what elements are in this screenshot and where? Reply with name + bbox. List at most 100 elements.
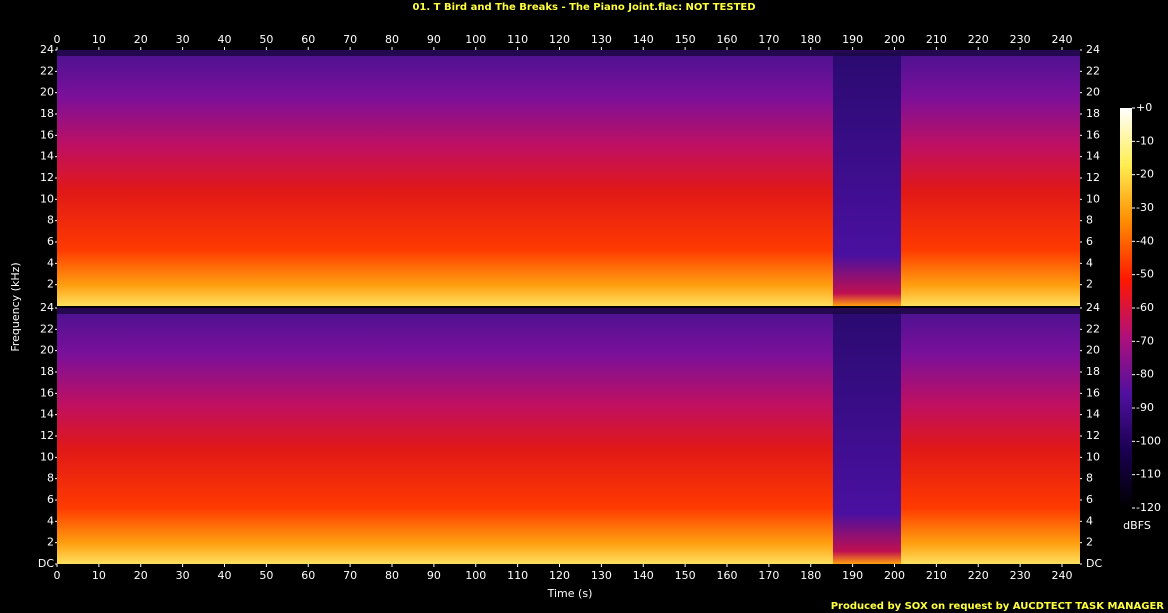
x-tick-label-top: 160 [716,33,737,46]
x-tick-label-top: 50 [259,33,273,46]
colorbar-tick-label: -20 [1136,168,1154,181]
x-tick-label: 110 [507,569,528,582]
y-tick-label: 20 [40,86,54,99]
colorbar-tick-label: -80 [1136,368,1154,381]
y-tick-label: 6 [47,493,54,506]
colorbar-tick-label: -100 [1136,434,1161,447]
y-tick-label: 20 [40,344,54,357]
y-tick-label-right: 20 [1086,344,1100,357]
chart-title: 01. T Bird and The Breaks - The Piano Jo… [412,2,755,13]
x-tick-label-top: 210 [926,33,947,46]
x-tick-label: 80 [385,569,399,582]
y-tick-label-right: 4 [1086,256,1093,269]
x-tick-label: 130 [591,569,612,582]
x-tick-label: 220 [968,569,989,582]
y-tick-label: 8 [47,214,54,227]
x-tick-label: 100 [465,569,486,582]
y-tick-label-right: 16 [1086,386,1100,399]
y-tick-label-right: 6 [1086,235,1093,248]
x-tick-label-top: 0 [54,33,61,46]
x-tick-label-top: 170 [758,33,779,46]
x-tick-label-top: 20 [134,33,148,46]
x-tick-label-top: 240 [1051,33,1072,46]
x-tick-label: 0 [54,569,61,582]
y-tick-label: 22 [40,322,54,335]
x-tick-label-top: 130 [591,33,612,46]
x-axis-label: Time (s) [547,587,593,600]
y-tick-label: 4 [47,256,54,269]
colorbar-tick-label: -50 [1136,268,1154,281]
y-tick-label: 6 [47,235,54,248]
x-tick-label-top: 110 [507,33,528,46]
y-tick-label: 24 [40,301,54,314]
colorbar-tick-label: -70 [1136,334,1154,347]
x-tick-label: 30 [176,569,190,582]
y-tick-label-right: 24 [1086,43,1100,56]
y-tick-label: 14 [40,408,54,421]
y-tick-label-right: 22 [1086,322,1100,335]
x-tick-label-top: 120 [549,33,570,46]
panel-top-band [57,308,1080,314]
y-tick-label-right: DC [1086,557,1102,570]
x-tick-label: 50 [259,569,273,582]
x-tick-label: 160 [716,569,737,582]
y-tick-label: 12 [40,171,54,184]
x-tick-label: 210 [926,569,947,582]
x-tick-label: 40 [217,569,231,582]
x-tick-label-top: 180 [800,33,821,46]
x-tick-label-top: 100 [465,33,486,46]
y-tick-label: 4 [47,514,54,527]
y-tick-label: 10 [40,192,54,205]
x-tick-label-top: 40 [217,33,231,46]
y-tick-label-right: 18 [1086,107,1100,120]
y-tick-label-right: 16 [1086,128,1100,141]
quiet-section [833,53,901,306]
spectrogram-panel [57,308,1080,564]
x-tick-label: 200 [884,569,905,582]
x-tick-label-top: 220 [968,33,989,46]
y-tick-label-right: 8 [1086,472,1093,485]
y-tick-label-right: 18 [1086,365,1100,378]
y-tick-label-right: 4 [1086,514,1093,527]
y-tick-label-right: 14 [1086,150,1100,163]
colorbar-tick-label: -30 [1136,201,1154,214]
y-tick-label: 22 [40,64,54,77]
y-axis-label: Frequency (kHz) [9,262,22,351]
y-tick-label-right: 22 [1086,64,1100,77]
y-tick-label-right: 14 [1086,408,1100,421]
y-tick-label: 12 [40,429,54,442]
x-tick-label-top: 140 [633,33,654,46]
x-tick-label-top: 190 [842,33,863,46]
y-tick-label: 2 [47,536,54,549]
colorbar-tick-label: +0 [1136,101,1152,114]
y-tick-label-right: 6 [1086,493,1093,506]
x-tick-label: 150 [675,569,696,582]
y-tick-label: 16 [40,128,54,141]
quiet-section [833,311,901,564]
colorbar-tick-label: -40 [1136,234,1154,247]
colorbar-tick-label: -60 [1136,301,1154,314]
y-tick-label-right: 2 [1086,278,1093,291]
x-tick-label-top: 230 [1010,33,1031,46]
x-tick-label: 70 [343,569,357,582]
panel-top-band [57,50,1080,56]
y-tick-label: 14 [40,150,54,163]
x-tick-label: 20 [134,569,148,582]
x-tick-label: 230 [1010,569,1031,582]
y-tick-label: 24 [40,43,54,56]
footer: Produced by SOX on request by AUCDTECT T… [831,601,1165,612]
x-tick-label: 170 [758,569,779,582]
y-tick-label-right: 20 [1086,86,1100,99]
y-tick-label: DC [38,557,54,570]
x-tick-label-top: 150 [675,33,696,46]
colorbar-label: dBFS [1123,519,1151,532]
y-tick-label: 2 [47,278,54,291]
y-tick-label-right: 8 [1086,214,1093,227]
y-tick-label: 18 [40,365,54,378]
x-tick-label: 240 [1051,569,1072,582]
x-tick-label-top: 200 [884,33,905,46]
x-tick-label-top: 10 [92,33,106,46]
colorbar-tick-label: -120 [1136,501,1161,514]
x-tick-label-top: 70 [343,33,357,46]
